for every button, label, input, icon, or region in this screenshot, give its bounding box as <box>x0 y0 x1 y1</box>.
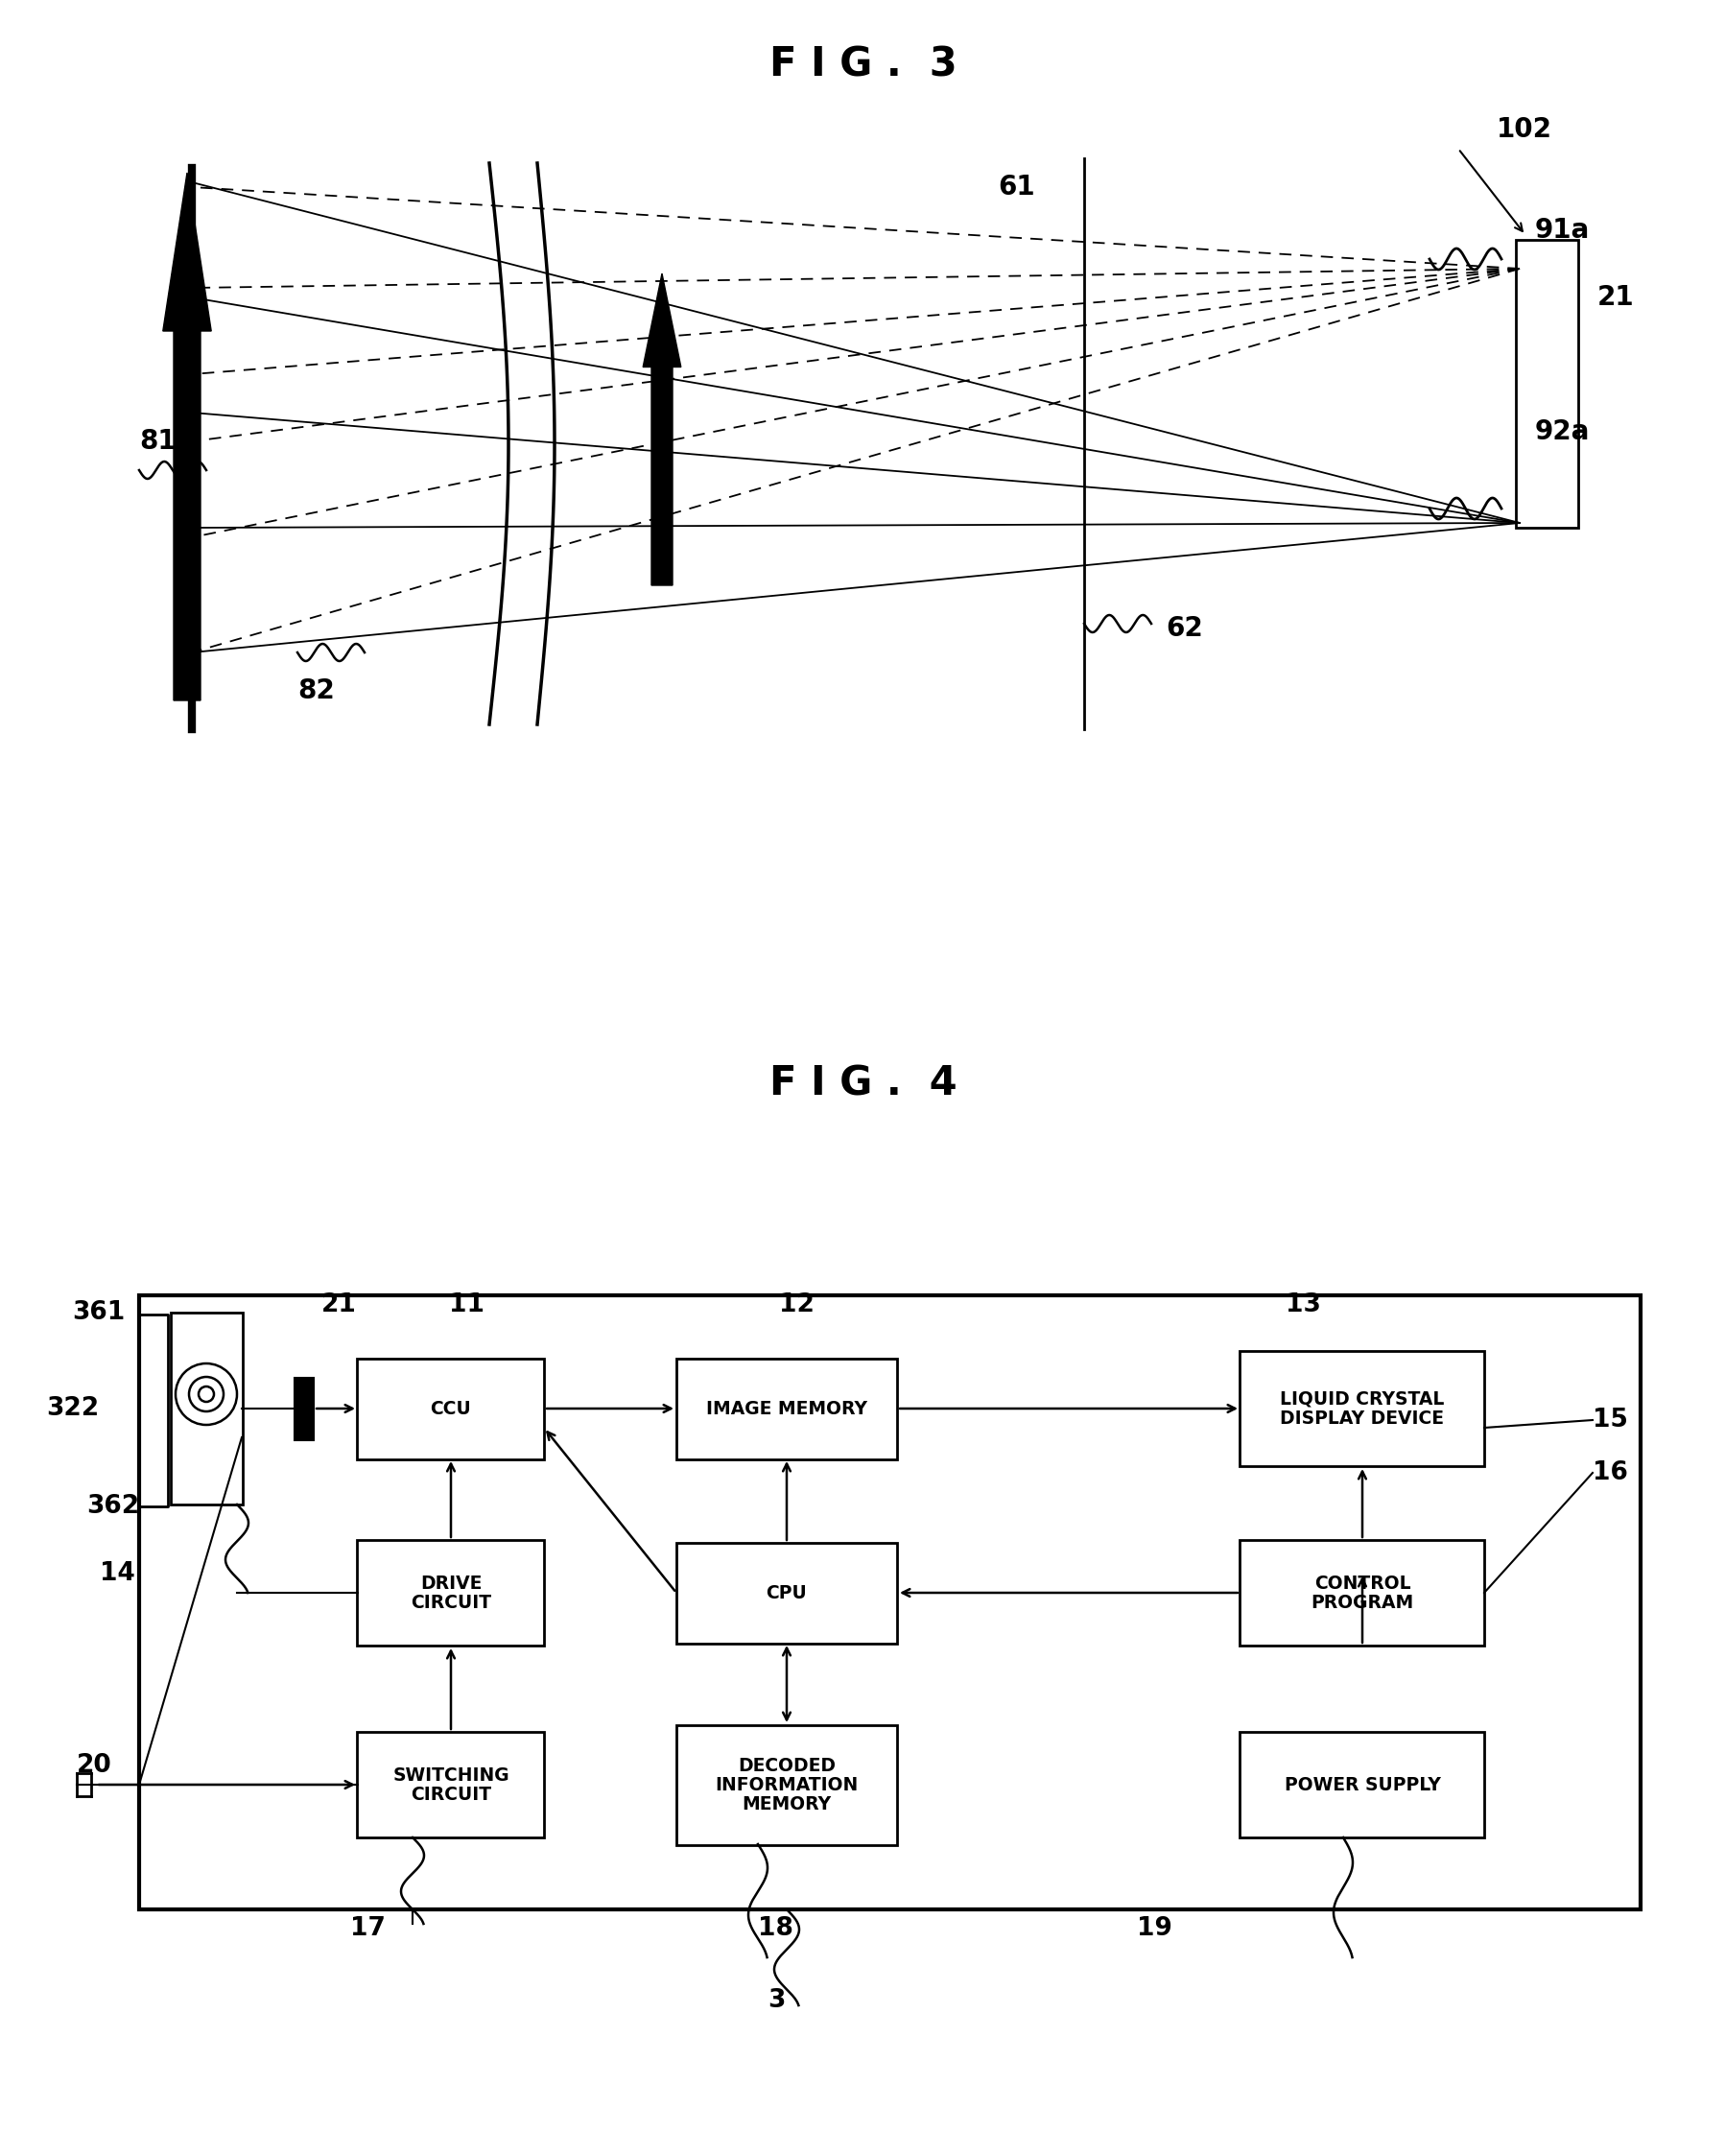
Text: 62: 62 <box>1164 614 1202 642</box>
Bar <box>357 1539 543 1645</box>
Text: 3: 3 <box>768 1988 785 2014</box>
Bar <box>1239 1352 1484 1466</box>
Text: 361: 361 <box>72 1300 124 1326</box>
Bar <box>1515 239 1577 528</box>
Text: 61: 61 <box>997 175 1035 201</box>
Text: PROGRAM: PROGRAM <box>1311 1593 1413 1611</box>
Text: SWITCHING: SWITCHING <box>392 1766 509 1785</box>
Text: CPU: CPU <box>766 1585 807 1602</box>
Text: CIRCUIT: CIRCUIT <box>411 1593 492 1611</box>
Bar <box>676 1358 897 1460</box>
Text: DRIVE: DRIVE <box>419 1574 481 1593</box>
Text: 362: 362 <box>86 1494 140 1518</box>
Text: 13: 13 <box>1285 1291 1320 1317</box>
Text: 91a: 91a <box>1534 218 1589 244</box>
Text: 16: 16 <box>1592 1460 1627 1485</box>
Bar <box>295 1378 314 1440</box>
Text: 102: 102 <box>1496 116 1551 142</box>
Bar <box>140 1296 1640 1910</box>
Text: F I G .  4: F I G . 4 <box>769 1065 957 1104</box>
Bar <box>357 1358 543 1460</box>
Text: DECODED: DECODED <box>737 1757 835 1774</box>
Bar <box>676 1725 897 1846</box>
Text: 82: 82 <box>297 677 335 705</box>
Polygon shape <box>643 274 681 584</box>
Text: 92a: 92a <box>1534 418 1589 444</box>
Text: 14: 14 <box>100 1561 135 1587</box>
Text: INFORMATION: INFORMATION <box>714 1777 857 1794</box>
Bar <box>1239 1731 1484 1837</box>
Bar <box>171 1313 243 1505</box>
Bar <box>357 1731 543 1837</box>
Text: 81: 81 <box>140 427 176 455</box>
Text: 15: 15 <box>1592 1408 1627 1432</box>
Text: CCU: CCU <box>430 1399 471 1419</box>
Text: 20: 20 <box>76 1753 112 1779</box>
Text: 322: 322 <box>47 1397 98 1421</box>
Text: 21: 21 <box>321 1291 357 1317</box>
Text: 17: 17 <box>350 1917 385 1940</box>
Text: 12: 12 <box>778 1291 814 1317</box>
Text: F I G .  3: F I G . 3 <box>769 45 957 86</box>
Text: POWER SUPPLY: POWER SUPPLY <box>1283 1777 1440 1794</box>
Text: CONTROL: CONTROL <box>1313 1574 1409 1593</box>
Text: 19: 19 <box>1137 1917 1171 1940</box>
Text: DISPLAY DEVICE: DISPLAY DEVICE <box>1280 1410 1444 1427</box>
Text: 18: 18 <box>757 1917 794 1940</box>
Text: MEMORY: MEMORY <box>742 1794 831 1813</box>
Bar <box>1239 1539 1484 1645</box>
Text: 11: 11 <box>449 1291 485 1317</box>
Bar <box>676 1542 897 1643</box>
Text: LIQUID CRYSTAL: LIQUID CRYSTAL <box>1280 1391 1444 1408</box>
Text: CIRCUIT: CIRCUIT <box>411 1785 492 1802</box>
Text: IMAGE MEMORY: IMAGE MEMORY <box>706 1399 868 1419</box>
Polygon shape <box>162 172 210 701</box>
Text: 21: 21 <box>1597 285 1634 310</box>
